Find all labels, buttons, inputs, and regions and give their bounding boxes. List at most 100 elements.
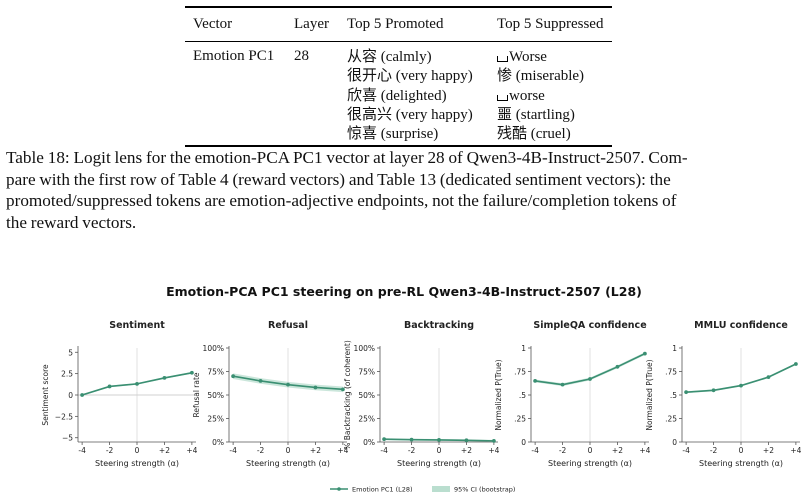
suppressed-token: worse [497, 87, 584, 106]
legend-band-label: 95% CI (bootstrap) [454, 486, 515, 494]
x-tick-label: +2 [310, 446, 321, 455]
x-tick-label: 0 [135, 446, 140, 455]
x-tick-label: -2 [710, 446, 718, 455]
table-caption: Table 18: Logit lens for the emotion-PCA… [6, 147, 802, 233]
x-tick-label: -4 [380, 446, 388, 455]
data-point [258, 379, 263, 383]
data-point [766, 375, 771, 380]
y-tick-label: 1 [672, 344, 677, 353]
suppressed-token-text: Worse [509, 49, 547, 65]
data-point [588, 377, 592, 381]
x-tick-label: +2 [159, 446, 170, 455]
chart-title: Backtracking [404, 320, 474, 331]
caption-line: the reward vectors. [6, 212, 137, 232]
data-point [286, 382, 290, 387]
x-tick-label: -4 [682, 446, 690, 455]
x-tick-label: +4 [488, 446, 499, 455]
chart-title: MMLU confidence [694, 320, 788, 331]
visible-space-glyph [497, 56, 508, 62]
caption-line: Table 18: Logit lens for the emotion-PCA… [6, 148, 688, 167]
x-tick-label: +4 [337, 446, 348, 455]
x-tick-label: -4 [229, 446, 237, 455]
figure-legend: Emotion PC1 (L28) 95% CI (bootstrap) [330, 486, 515, 494]
x-tick-label: 0 [437, 446, 442, 455]
data-point [135, 381, 139, 386]
x-tick-label: 0 [286, 446, 291, 455]
table-header-rule [185, 41, 612, 42]
y-tick-label: 50% [207, 391, 224, 400]
data-point [313, 385, 318, 390]
y-axis-label: Refusal rate [192, 372, 201, 417]
data-point [464, 438, 469, 443]
data-point [711, 388, 716, 393]
caption-line: pare with the first row of Table 4 (rewa… [6, 169, 671, 189]
data-point [382, 437, 387, 442]
x-tick-label: -2 [257, 446, 265, 455]
data-point [560, 382, 565, 387]
y-tick-label: .5 [670, 391, 677, 400]
suppressed-token-text: 残酷 (cruel) [497, 126, 571, 143]
chart-panel: Refusal 0% 25% 50% 75% 100% -4 -2 0 +2 +4 Steering … [192, 320, 349, 468]
y-axis-label: Normalized P(True) [645, 359, 654, 430]
visible-space-glyph [497, 94, 508, 101]
header-layer: Layer [294, 16, 329, 32]
x-axis-label: Steering strength (α) [699, 459, 783, 468]
x-tick-label: -2 [106, 446, 114, 455]
y-tick-label: 0% [212, 438, 224, 447]
y-axis-label: % Backtracking (of coherent) [343, 340, 352, 450]
data-point [189, 370, 194, 375]
suppressed-token-text: 噩 (startling) [497, 106, 575, 123]
y-tick-label: −2.5 [55, 412, 73, 421]
header-top5-promoted: Top 5 Promoted [347, 16, 444, 32]
cell-layer: 28 [294, 48, 309, 64]
data-point [615, 364, 620, 369]
suppressed-token-list: Worse 惨 (miserable) worse 噩 (startling) 残酷 (… [497, 48, 584, 144]
data-point [491, 438, 496, 443]
y-axis-label: Sentiment score [41, 364, 50, 426]
suppressed-token: 残酷 (cruel) [497, 125, 584, 144]
legend-marker [337, 487, 341, 491]
data-point [80, 393, 85, 397]
promoted-token: 很开心 (very happy) [347, 68, 473, 85]
chart-title: Sentiment [109, 320, 165, 331]
header-top5-suppressed: Top 5 Suppressed [497, 16, 604, 32]
cell-vector: Emotion PC1 [193, 48, 275, 64]
y-tick-label: 100% [354, 344, 375, 353]
data-point [437, 438, 441, 442]
y-tick-label: 75% [207, 368, 224, 377]
data-point [533, 379, 538, 383]
x-axis-label: Steering strength (α) [95, 459, 179, 468]
promoted-token: 惊喜 (surprise) [347, 126, 439, 143]
y-tick-label: 0 [672, 438, 677, 447]
chart-title: Refusal [268, 320, 308, 331]
suppressed-token: 惨 (miserable) [497, 67, 584, 86]
y-axis-label: Normalized P(True) [494, 359, 503, 430]
promoted-token: 很高兴 (very happy) [347, 106, 473, 123]
x-tick-label: +4 [639, 446, 650, 455]
y-tick-label: .25 [514, 415, 526, 424]
promoted-token: 欣喜 (delighted) [347, 87, 447, 104]
data-point [107, 384, 112, 389]
suppressed-token: Worse [497, 48, 584, 67]
table-top-rule [185, 6, 612, 8]
x-axis-label: Steering strength (α) [397, 459, 481, 468]
x-tick-label: 0 [739, 446, 744, 455]
y-tick-label: .5 [519, 391, 526, 400]
x-tick-label: -4 [531, 446, 539, 455]
y-tick-label: 0% [363, 438, 375, 447]
suppressed-token-text: 惨 (miserable) [497, 68, 585, 85]
y-tick-label: −5 [62, 434, 73, 443]
data-point [409, 437, 414, 442]
y-tick-label: 2.5 [61, 370, 73, 379]
y-tick-label: 25% [358, 415, 375, 424]
data-point [231, 374, 236, 379]
data-point [162, 376, 167, 380]
x-axis-label: Steering strength (α) [548, 459, 632, 468]
y-tick-label: 50% [358, 391, 375, 400]
caption-line: promoted/suppressed tokens are emotion-a… [6, 191, 677, 210]
x-axis-label: Steering strength (α) [246, 459, 330, 468]
x-tick-label: +4 [790, 446, 801, 455]
chart-panel: MMLU confidence 0 .25 .5 .75 1 -4 -2 0 +2 +4 Steeri… [645, 320, 802, 468]
y-tick-label: .75 [665, 368, 677, 377]
y-tick-label: 100% [203, 344, 224, 353]
